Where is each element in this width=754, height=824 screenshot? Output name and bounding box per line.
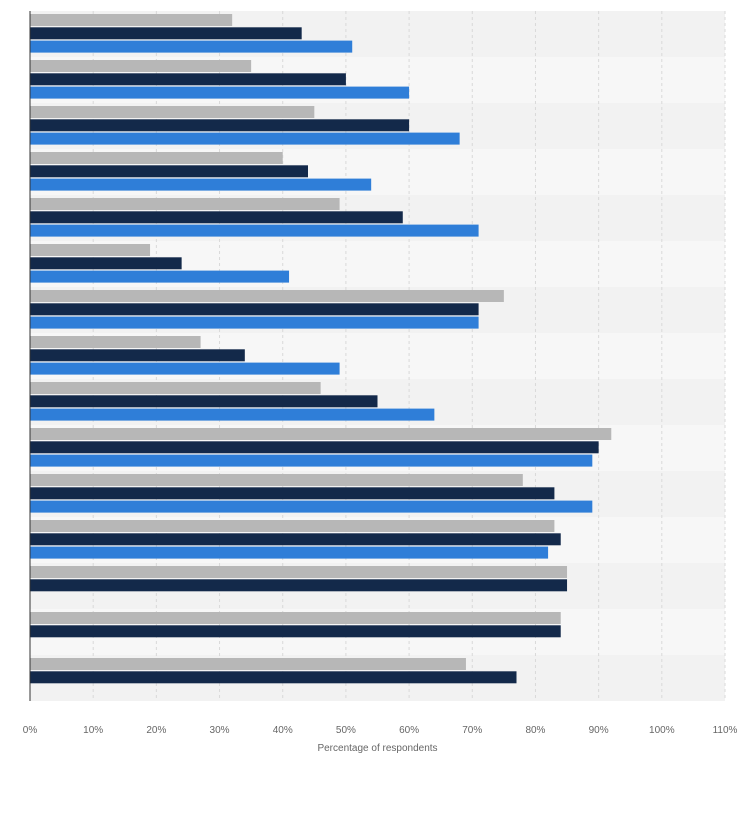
x-tick-label: 50% (336, 725, 356, 736)
bar (30, 178, 372, 191)
x-tick-label: 0% (23, 725, 38, 736)
bar (30, 270, 290, 283)
bar (30, 106, 315, 118)
x-tick-label: 10% (83, 725, 103, 736)
bar (30, 198, 340, 210)
bar (30, 290, 504, 302)
bar (30, 152, 283, 164)
bar (30, 671, 517, 684)
bar (30, 244, 151, 256)
bar (30, 224, 479, 237)
bar (30, 500, 593, 513)
bar (30, 86, 410, 99)
bar (30, 119, 410, 132)
bar (30, 349, 245, 362)
x-tick-label: 100% (649, 725, 675, 736)
bar (30, 14, 233, 26)
x-axis-title: Percentage of respondents (317, 743, 437, 754)
bar (30, 132, 460, 145)
x-tick-label: 80% (525, 725, 545, 736)
bar (30, 579, 568, 592)
x-tick-label: 20% (146, 725, 166, 736)
x-tick-label: 60% (399, 725, 419, 736)
bar (30, 362, 340, 375)
bar (30, 546, 549, 559)
bars (30, 14, 612, 684)
bar (30, 533, 561, 546)
bar (30, 658, 466, 670)
bar (30, 454, 593, 467)
x-tick-label: 30% (210, 725, 230, 736)
x-tick-label: 40% (273, 725, 293, 736)
bar (30, 40, 353, 53)
x-axis-ticks: 0% 10% 20% 30% 40% 50% 60% 70% 80% 90% 100% 110% (23, 725, 738, 736)
bar (30, 520, 555, 532)
bar (30, 336, 201, 348)
bar (30, 257, 182, 270)
bar (30, 395, 378, 408)
bar (30, 487, 555, 500)
bar (30, 211, 403, 224)
bar (30, 73, 346, 86)
bar (30, 441, 599, 454)
bar (30, 474, 523, 486)
bar (30, 625, 561, 638)
bar (30, 303, 479, 316)
bar (30, 428, 612, 440)
bar (30, 165, 308, 178)
x-tick-label: 90% (589, 725, 609, 736)
bar (30, 382, 321, 394)
bar (30, 408, 435, 421)
x-tick-label: 70% (462, 725, 482, 736)
bar (30, 612, 561, 624)
x-tick-label: 110% (713, 725, 738, 736)
bar (30, 60, 252, 72)
bar (30, 316, 479, 329)
bar (30, 566, 568, 578)
bar (30, 27, 302, 40)
